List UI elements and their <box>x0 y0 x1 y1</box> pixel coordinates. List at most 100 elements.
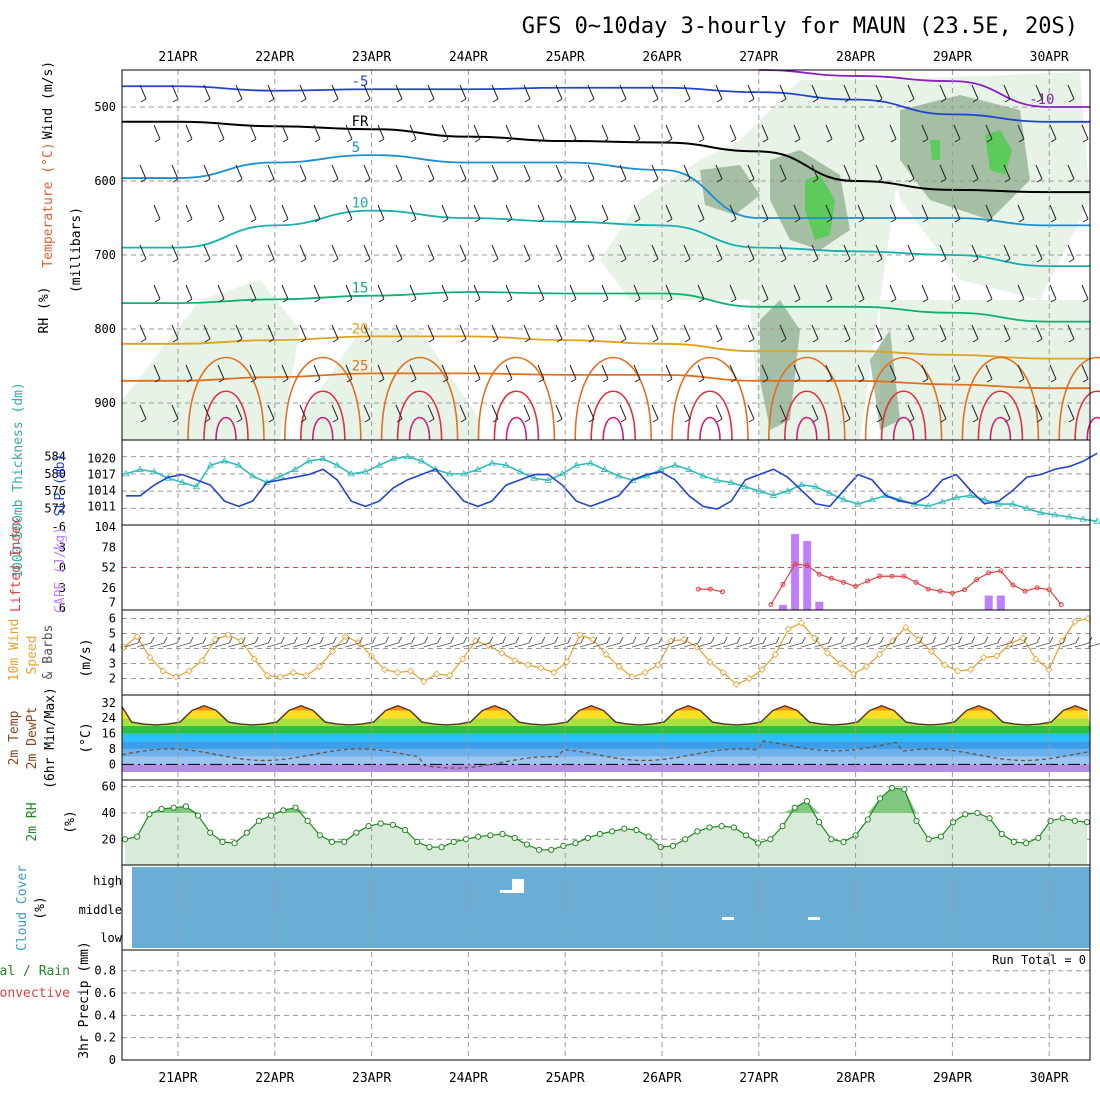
wind-barb-10m <box>215 636 233 648</box>
wind-barb-10m <box>397 636 415 648</box>
wind-barb <box>729 204 737 223</box>
rh-point <box>913 817 920 824</box>
axis-label-millibars: (millibars) <box>69 207 84 293</box>
contour-loop <box>380 356 459 441</box>
wind-barb <box>889 284 897 303</box>
contour-loop <box>590 390 636 441</box>
wind-barb <box>1049 284 1057 303</box>
contour-loop <box>671 356 749 441</box>
wind-speed-point <box>1019 634 1027 642</box>
wind-barb <box>843 164 851 183</box>
wind-speed-point <box>394 668 402 677</box>
data-point <box>671 461 679 468</box>
top-date-label: 22APR <box>255 50 294 65</box>
wind-barb <box>619 324 627 343</box>
wind-barb <box>601 204 609 223</box>
y-tick-label: 3 <box>109 657 116 671</box>
wind-barb <box>857 124 865 143</box>
contour-loop <box>312 416 334 441</box>
wind-barb <box>843 244 851 263</box>
wind-barb <box>313 364 321 383</box>
wind-barb <box>345 204 353 223</box>
wind-barb <box>779 164 787 183</box>
temp-band <box>122 710 1090 719</box>
wind-barb-10m <box>697 636 715 648</box>
rh-point <box>389 821 396 828</box>
data-point <box>952 493 961 500</box>
wind-barb <box>139 244 147 263</box>
wind-barb-10m <box>189 636 207 648</box>
y-tick-label: 24 <box>102 711 116 725</box>
wind-barb <box>793 284 801 303</box>
wind-barb-10m <box>631 636 650 648</box>
wind-barb <box>491 164 499 183</box>
wind-speed-point <box>289 668 297 677</box>
cloud-gap <box>500 890 512 893</box>
wind-barb-10m <box>605 636 624 648</box>
rh-point <box>1083 819 1091 826</box>
rh-point <box>1047 817 1054 824</box>
wind-barb-10m <box>462 636 481 648</box>
dewpoint-line <box>121 740 1091 769</box>
wind-barb-10m <box>618 636 637 648</box>
data-point <box>755 487 764 494</box>
contour-loop <box>505 416 528 441</box>
rh-point <box>426 844 433 851</box>
rh-area-dark <box>870 330 900 430</box>
axis-label-minmax: (6hr Min/Max) <box>43 687 58 789</box>
wind-barb <box>441 284 449 303</box>
rh-point <box>657 844 664 851</box>
data-point <box>234 461 243 468</box>
rh-point <box>207 829 214 836</box>
rh-point <box>560 842 567 849</box>
data-point <box>811 483 820 490</box>
data-point <box>854 500 862 507</box>
data-point <box>699 472 707 479</box>
wind-barb <box>889 124 897 143</box>
contour-loop <box>977 390 1024 441</box>
rh-point <box>803 798 811 805</box>
contour-label: 5 <box>352 140 360 156</box>
y-tick-label: 0.2 <box>94 1031 116 1045</box>
wind-barb <box>875 84 883 103</box>
axis-label-barbs: & Barbs <box>41 625 56 680</box>
wind-speed-point <box>732 680 740 689</box>
y-tick-label: 0 <box>109 757 116 771</box>
wind-barb <box>747 84 755 103</box>
wind-speed-point <box>628 673 636 681</box>
rh-point <box>377 820 384 827</box>
li-point <box>707 586 713 592</box>
wind-barb <box>651 164 659 183</box>
wind-barb-10m <box>345 636 363 648</box>
wind-barb-10m <box>319 636 337 648</box>
contour-loop <box>1058 356 1100 441</box>
wind-speed-point <box>719 668 727 677</box>
rh-area <box>880 300 1090 440</box>
wind-barb <box>761 204 769 223</box>
y-tick-label: 580 <box>44 467 66 481</box>
y-tick-label: 60 <box>102 780 116 794</box>
rh-point <box>986 815 993 822</box>
wind-barb <box>601 364 609 383</box>
bottom-date-label: 26APR <box>642 1071 681 1086</box>
wind-barb <box>249 364 257 383</box>
wind-speed-point <box>263 671 271 680</box>
wind-barb <box>217 284 225 303</box>
wind-barb <box>363 164 371 183</box>
wind-barb <box>587 84 595 103</box>
wind-barb <box>1067 84 1075 103</box>
wind-speed-point <box>902 623 910 632</box>
rh-point <box>328 838 336 845</box>
li-point <box>768 602 774 608</box>
wind-barb <box>665 284 673 303</box>
wind-barb <box>331 404 339 423</box>
wind-barb <box>907 324 915 343</box>
wind-speed-point <box>159 667 167 675</box>
wind-speed-point <box>810 634 818 642</box>
li-point <box>792 561 798 567</box>
wind-barb <box>1067 164 1075 183</box>
wind-barb <box>427 404 435 423</box>
wind-barb <box>267 404 275 423</box>
temp-band <box>122 705 1090 711</box>
wind-barb <box>1003 84 1011 103</box>
